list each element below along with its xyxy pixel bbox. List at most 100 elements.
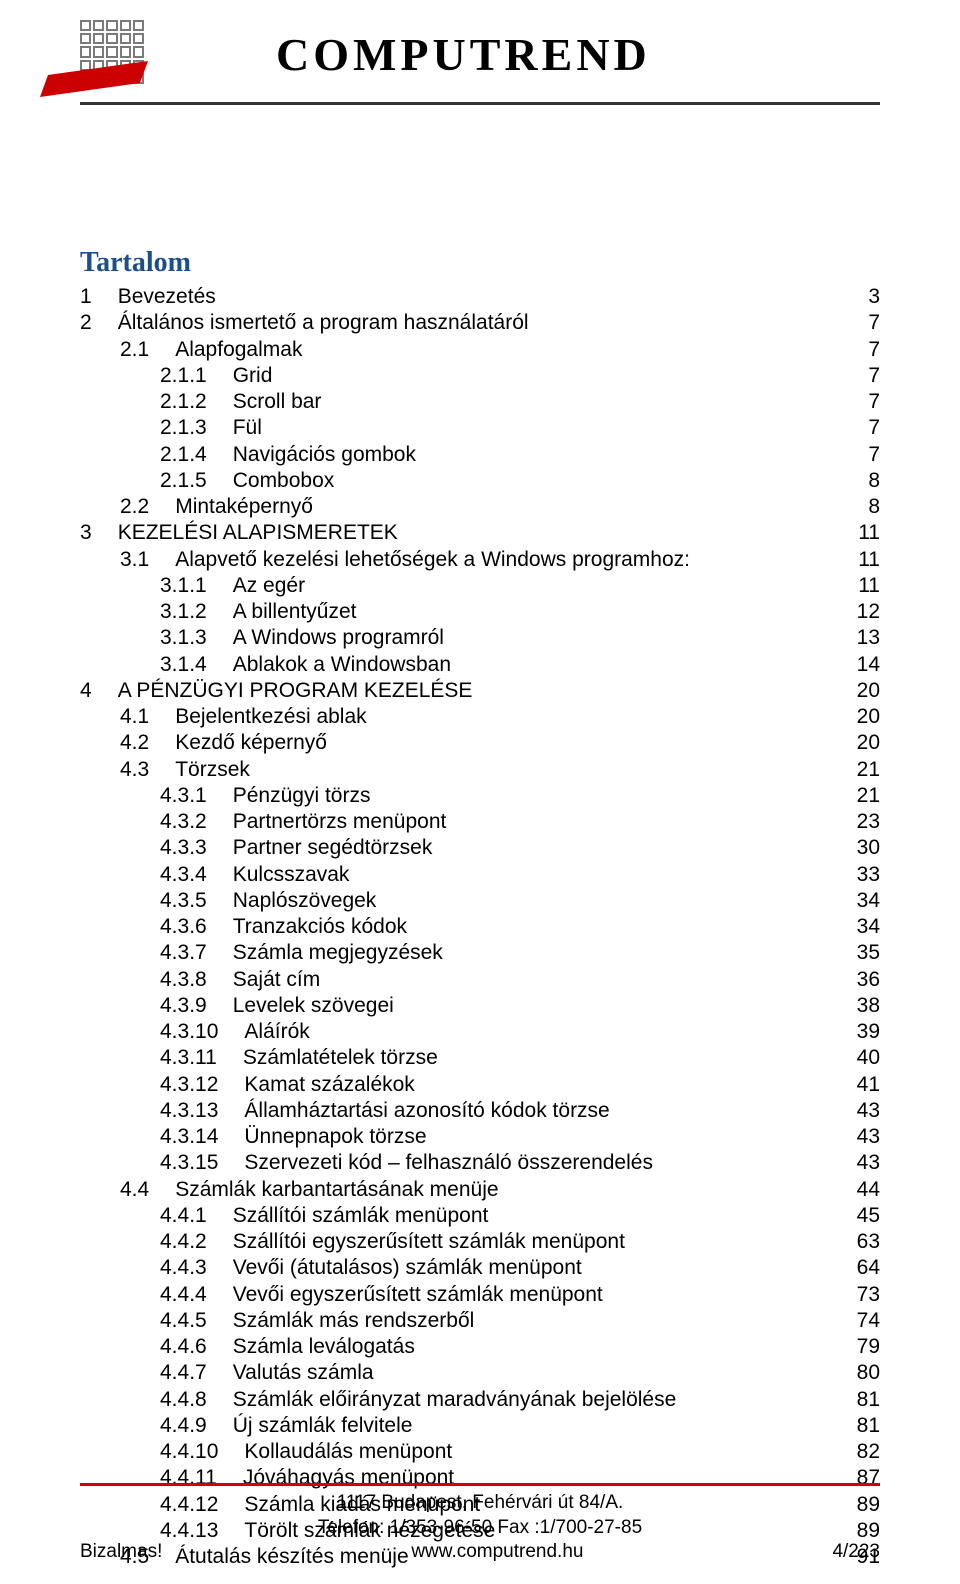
toc-entry-number: 4.3.14 — [160, 1124, 218, 1150]
toc-entry[interactable]: 4.3.13Államháztartási azonosító kódok tö… — [80, 1098, 880, 1124]
toc-entry-title: Bevezetés — [92, 284, 216, 310]
toc-entry-number: 4.3.5 — [160, 888, 207, 914]
toc-entry[interactable]: 4.3.6Tranzakciós kódok34 — [80, 914, 880, 940]
toc-entry-title: Fül — [207, 415, 262, 441]
toc-entry-number: 4.4 — [120, 1177, 149, 1203]
toc-entry-page: 40 — [857, 1045, 880, 1071]
footer-phone: Telefon: 1/353-96-50 Fax :1/700-27-85 — [80, 1516, 880, 1541]
toc-entry-number: 4.3.1 — [160, 783, 207, 809]
toc-entry[interactable]: 4.4.2Szállítói egyszerűsített számlák me… — [80, 1229, 880, 1255]
toc-entry-number: 3.1.4 — [160, 652, 207, 678]
toc-entry-number: 4.4.5 — [160, 1308, 207, 1334]
toc-entry[interactable]: 4.4.7Valutás számla80 — [80, 1360, 880, 1386]
toc-entry-number: 4.3.15 — [160, 1150, 218, 1176]
toc-entry-page: 13 — [857, 625, 880, 651]
toc-entry[interactable]: 2.1.4Navigációs gombok7 — [80, 442, 880, 468]
toc-entry[interactable]: 4.4.8Számlák előirányzat maradványának b… — [80, 1387, 880, 1413]
toc-entry[interactable]: 4.3Törzsek21 — [80, 757, 880, 783]
toc-entry-title: Az egér — [207, 573, 305, 599]
toc-entry[interactable]: 2.2Mintaképernyő8 — [80, 494, 880, 520]
toc-entry-page: 41 — [857, 1072, 880, 1098]
toc-entry-page: 3 — [868, 284, 880, 310]
toc-entry[interactable]: 4.4.6Számla leválogatás79 — [80, 1334, 880, 1360]
toc-entry[interactable]: 4.3.5Naplószövegek34 — [80, 888, 880, 914]
toc-entry-title: A Windows programról — [207, 625, 444, 651]
toc-entry[interactable]: 3.1.1Az egér11 — [80, 573, 880, 599]
toc-entry-page: 35 — [857, 940, 880, 966]
toc-entry[interactable]: 4.3.7Számla megjegyzések35 — [80, 940, 880, 966]
toc-entry[interactable]: 4.4.1Szállítói számlák menüpont45 — [80, 1203, 880, 1229]
toc-entry[interactable]: 2.1.3Fül7 — [80, 415, 880, 441]
toc-entry[interactable]: 4.3.9Levelek szövegei38 — [80, 993, 880, 1019]
toc-entry[interactable]: 3KEZELÉSI ALAPISMERETEK11 — [80, 520, 880, 546]
toc-entry-number: 2.1 — [120, 337, 149, 363]
toc-entry-page: 74 — [857, 1308, 880, 1334]
toc-entry-title: Mintaképernyő — [149, 494, 313, 520]
toc-entry[interactable]: 4A PÉNZÜGYI PROGRAM KEZELÉSE20 — [80, 678, 880, 704]
toc-entry[interactable]: 4.3.14Ünnepnapok törzse43 — [80, 1124, 880, 1150]
toc-entry[interactable]: 2.1.1Grid7 — [80, 363, 880, 389]
toc-entry[interactable]: 4.3.11Számlatételek törzse40 — [80, 1045, 880, 1071]
logo-swoosh-icon — [44, 58, 154, 98]
toc-entry-title: Alapfogalmak — [149, 337, 302, 363]
toc-entry-page: 45 — [857, 1203, 880, 1229]
toc-entry[interactable]: 4.3.4Kulcsszavak33 — [80, 862, 880, 888]
toc-entry[interactable]: 4.4.11Jóváhagyás menüpont87 — [80, 1465, 880, 1491]
toc-entry-number: 3.1 — [120, 547, 149, 573]
toc-entry[interactable]: 2.1.5Combobox8 — [80, 468, 880, 494]
toc-entry-number: 1 — [80, 284, 92, 310]
toc-entry-number: 2.1.3 — [160, 415, 207, 441]
toc-entry-page: 43 — [857, 1124, 880, 1150]
toc-entry-page: 36 — [857, 967, 880, 993]
toc-entry[interactable]: 4.3.2Partnertörzs menüpont23 — [80, 809, 880, 835]
toc-entry-page: 14 — [857, 652, 880, 678]
toc-entry-title: Kamat százalékok — [218, 1072, 414, 1098]
toc-entry[interactable]: 4.4.4Vevői egyszerűsített számlák menüpo… — [80, 1282, 880, 1308]
toc-entry-page: 30 — [857, 835, 880, 861]
toc-entry-number: 3.1.2 — [160, 599, 207, 625]
toc-entry-title: Általános ismertető a program használatá… — [92, 310, 529, 336]
footer-website: www.computrend.hu — [411, 1540, 583, 1564]
toc-entry-number: 3 — [80, 520, 92, 546]
toc-entry[interactable]: 3.1.3A Windows programról 13 — [80, 625, 880, 651]
toc-entry-title: A PÉNZÜGYI PROGRAM KEZELÉSE — [92, 678, 473, 704]
toc-entry-number: 2 — [80, 310, 92, 336]
toc-entry-title: Pénzügyi törzs — [207, 783, 371, 809]
toc-entry-title: Vevői (átutalásos) számlák menüpont — [207, 1255, 582, 1281]
toc-entry-number: 4.1 — [120, 704, 149, 730]
toc-entry[interactable]: 4.4Számlák karbantartásának menüje44 — [80, 1177, 880, 1203]
toc-entry-page: 11 — [858, 520, 880, 546]
toc-entry[interactable]: 4.4.5Számlák más rendszerből74 — [80, 1308, 880, 1334]
toc-entry-page: 87 — [857, 1465, 880, 1491]
toc-entry[interactable]: 4.3.3Partner segédtörzsek30 — [80, 835, 880, 861]
toc-entry-title: Kollaudálás menüpont — [218, 1439, 452, 1465]
toc-entry[interactable]: 3.1Alapvető kezelési lehetőségek a Windo… — [80, 547, 880, 573]
page-footer: 1117 Budapest, Fehérvári út 84/A. Telefo… — [80, 1491, 880, 1564]
toc-entry-page: 33 — [857, 862, 880, 888]
toc-entry[interactable]: 4.3.8Saját cím36 — [80, 967, 880, 993]
toc-entry[interactable]: 3.1.4Ablakok a Windowsban14 — [80, 652, 880, 678]
toc-entry[interactable]: 4.4.9Új számlák felvitele81 — [80, 1413, 880, 1439]
toc-entry[interactable]: 4.1Bejelentkezési ablak20 — [80, 704, 880, 730]
toc-entry[interactable]: 1Bevezetés 3 — [80, 284, 880, 310]
toc-entry-number: 4.3.13 — [160, 1098, 218, 1124]
toc-entry[interactable]: 4.4.10Kollaudálás menüpont82 — [80, 1439, 880, 1465]
toc-entry[interactable]: 2.1Alapfogalmak7 — [80, 337, 880, 363]
toc-entry-number: 4.4.7 — [160, 1360, 207, 1386]
toc-entry[interactable]: 4.3.1Pénzügyi törzs21 — [80, 783, 880, 809]
toc-entry-title: Valutás számla — [207, 1360, 374, 1386]
toc-entry-title: A billentyűzet — [207, 599, 357, 625]
toc-entry[interactable]: 3.1.2A billentyűzet12 — [80, 599, 880, 625]
toc-entry[interactable]: 2Általános ismertető a program használat… — [80, 310, 880, 336]
toc-entry[interactable]: 4.3.12Kamat százalékok41 — [80, 1072, 880, 1098]
toc-entry-page: 20 — [857, 730, 880, 756]
toc-entry-number: 3.1.3 — [160, 625, 207, 651]
toc-entry-title: Partner segédtörzsek — [207, 835, 433, 861]
toc-entry[interactable]: 4.3.10Aláírók39 — [80, 1019, 880, 1045]
toc-entry[interactable]: 2.1.2Scroll bar7 — [80, 389, 880, 415]
toc-entry-page: 44 — [857, 1177, 880, 1203]
toc-entry[interactable]: 4.4.3Vevői (átutalásos) számlák menüpont… — [80, 1255, 880, 1281]
toc-entry-number: 4.4.6 — [160, 1334, 207, 1360]
toc-entry[interactable]: 4.3.15Szervezeti kód – felhasználó össze… — [80, 1150, 880, 1176]
toc-entry[interactable]: 4.2Kezdő képernyő20 — [80, 730, 880, 756]
